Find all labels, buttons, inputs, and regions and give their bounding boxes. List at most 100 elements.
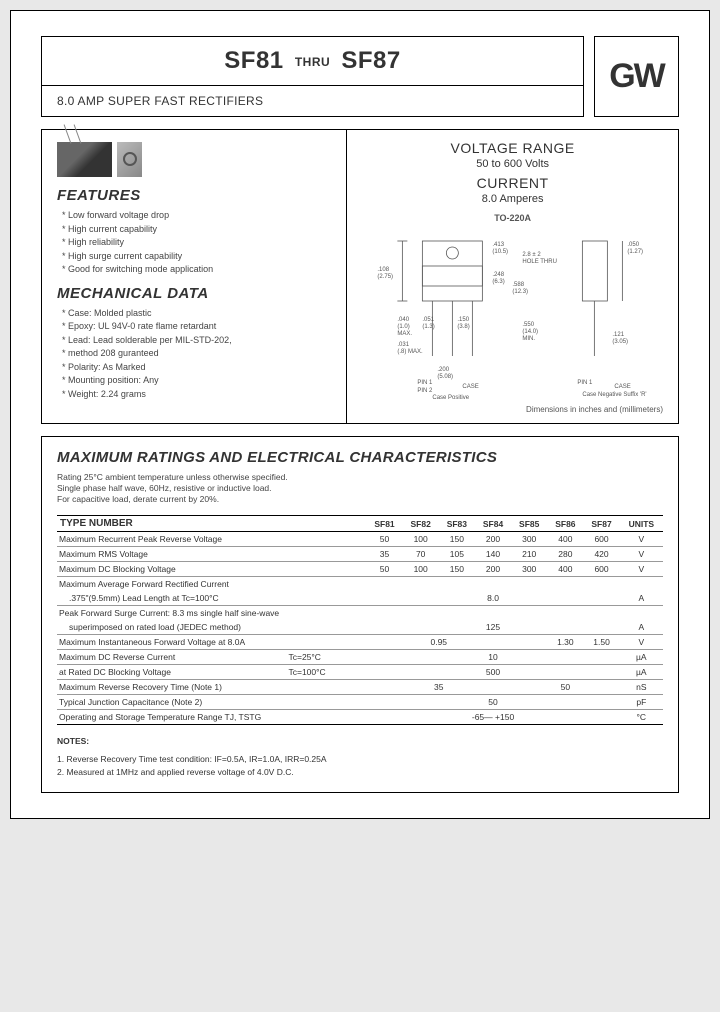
part-from: SF81 xyxy=(224,47,283,74)
component-image xyxy=(57,142,331,177)
col-header: UNITS xyxy=(620,516,663,532)
ratings-title: MAXIMUM RATINGS AND ELECTRICAL CHARACTER… xyxy=(57,449,663,466)
cell: 35 xyxy=(366,680,511,695)
col-header: SF81 xyxy=(366,516,402,532)
cell: 600 xyxy=(583,532,619,547)
cell: 400 xyxy=(547,562,583,577)
row-label: .375"(9.5mm) Lead Length at Tc=100°C xyxy=(57,591,366,606)
cell: 150 xyxy=(439,532,475,547)
svg-text:(.8) MAX.: (.8) MAX. xyxy=(398,349,424,355)
cell: V xyxy=(620,547,663,562)
svg-text:.550: .550 xyxy=(523,322,535,328)
svg-text:(3.8): (3.8) xyxy=(458,324,470,330)
table-row: Typical Junction Capacitance (Note 2) 50… xyxy=(57,695,663,710)
row-label: Maximum DC Blocking Voltage xyxy=(57,562,366,577)
svg-text:.413: .413 xyxy=(493,242,505,248)
notes-section: NOTES: 1. Reverse Recovery Time test con… xyxy=(57,735,663,780)
cell: V xyxy=(620,532,663,547)
cell: A xyxy=(620,591,663,606)
mechanical-item: Lead: Lead solderable per MIL-STD-202, xyxy=(62,334,331,348)
cell: 0.95 xyxy=(366,635,511,650)
svg-text:(1.27): (1.27) xyxy=(628,249,644,255)
svg-text:(1.0): (1.0) xyxy=(398,324,410,330)
svg-text:PIN 2: PIN 2 xyxy=(418,388,434,394)
table-row: Peak Forward Surge Current: 8.3 ms singl… xyxy=(57,606,663,621)
ratings-table: TYPE NUMBER SF81 SF82 SF83 SF84 SF85 SF8… xyxy=(57,515,663,725)
svg-text:(14.0): (14.0) xyxy=(523,329,539,335)
feature-item: Good for switching mode application xyxy=(62,263,331,277)
cell: 600 xyxy=(583,562,619,577)
title-box: SF81 THRU SF87 8.0 AMP SUPER FAST RECTIF… xyxy=(41,36,584,117)
col-header: SF85 xyxy=(511,516,547,532)
svg-text:PIN 1: PIN 1 xyxy=(578,380,594,386)
row-cond: Tc=25°C xyxy=(286,650,366,665)
feature-item: High current capability xyxy=(62,223,331,237)
cell: 50 xyxy=(511,680,620,695)
col-header: SF82 xyxy=(403,516,439,532)
col-header: SF83 xyxy=(439,516,475,532)
feature-item: High surge current capability xyxy=(62,250,331,264)
package-dimensions-note: Dimensions in inches and (millimeters) xyxy=(362,405,663,414)
cell: µA xyxy=(620,665,663,680)
row-label: Maximum Reverse Recovery Time (Note 1) xyxy=(57,680,366,695)
datasheet-page: SF81 THRU SF87 8.0 AMP SUPER FAST RECTIF… xyxy=(10,10,710,819)
note-item: 1. Reverse Recovery Time test condition:… xyxy=(57,753,663,767)
cell: 150 xyxy=(439,562,475,577)
svg-text:HOLE THRU: HOLE THRU xyxy=(523,259,558,265)
svg-text:.031: .031 xyxy=(398,342,410,348)
cell xyxy=(366,606,619,621)
cell xyxy=(366,577,619,592)
package-name: TO-220A xyxy=(362,213,663,223)
cell: 50 xyxy=(366,695,619,710)
svg-text:.051: .051 xyxy=(423,317,435,323)
cell xyxy=(511,635,547,650)
current-value: 8.0 Amperes xyxy=(362,193,663,205)
svg-text:Case Negative Suffix 'R': Case Negative Suffix 'R' xyxy=(583,392,647,398)
table-row: Maximum DC Blocking Voltage 501001502003… xyxy=(57,562,663,577)
svg-text:.150: .150 xyxy=(458,317,470,323)
svg-text:(5.08): (5.08) xyxy=(438,374,454,380)
mechanical-title: MECHANICAL DATA xyxy=(57,285,331,302)
mechanical-item: Mounting position: Any xyxy=(62,374,331,388)
cell: 100 xyxy=(403,532,439,547)
cell xyxy=(620,606,663,621)
cell: 35 xyxy=(366,547,402,562)
row-label: Maximum Average Forward Rectified Curren… xyxy=(57,577,366,592)
mechanical-item: method 208 guranteed xyxy=(62,347,331,361)
cell: 125 xyxy=(366,620,619,635)
cell: 280 xyxy=(547,547,583,562)
table-row: Maximum DC Reverse Current Tc=25°C 10µA xyxy=(57,650,663,665)
mechanical-item: Weight: 2.24 grams xyxy=(62,388,331,402)
cell: 200 xyxy=(475,532,511,547)
table-row: .375"(9.5mm) Lead Length at Tc=100°C 8.0… xyxy=(57,591,663,606)
table-row: Maximum Recurrent Peak Reverse Voltage 5… xyxy=(57,532,663,547)
svg-text:(10.5): (10.5) xyxy=(493,249,509,255)
info-right: VOLTAGE RANGE 50 to 600 Volts CURRENT 8.… xyxy=(347,130,678,423)
cell: 140 xyxy=(475,547,511,562)
table-row: Maximum RMS Voltage 3570105140210280420V xyxy=(57,547,663,562)
table-row: Maximum Instantaneous Forward Voltage at… xyxy=(57,635,663,650)
cell: 200 xyxy=(475,562,511,577)
svg-text:.248: .248 xyxy=(493,272,505,278)
row-label: Maximum Recurrent Peak Reverse Voltage xyxy=(57,532,366,547)
component-lead xyxy=(64,124,72,143)
svg-text:.040: .040 xyxy=(398,317,410,323)
row-label: at Rated DC Blocking Voltage xyxy=(57,665,286,680)
svg-text:MAX.: MAX. xyxy=(398,331,413,337)
cell: -65— +150 xyxy=(366,710,619,725)
row-label: Typical Junction Capacitance (Note 2) xyxy=(57,695,366,710)
logo-text: GW xyxy=(609,57,664,96)
cell: 300 xyxy=(511,532,547,547)
row-label: Maximum Instantaneous Forward Voltage at… xyxy=(57,635,366,650)
cell: 8.0 xyxy=(366,591,619,606)
col-header: SF84 xyxy=(475,516,511,532)
subtitle: 8.0 AMP SUPER FAST RECTIFIERS xyxy=(57,94,568,108)
cell: 50 xyxy=(366,562,402,577)
svg-text:(6.3): (6.3) xyxy=(493,279,505,285)
table-row: Operating and Storage Temperature Range … xyxy=(57,710,663,725)
row-label: Maximum RMS Voltage xyxy=(57,547,366,562)
svg-text:Case Positive: Case Positive xyxy=(433,395,470,401)
cell: V xyxy=(620,635,663,650)
svg-text:(1.3): (1.3) xyxy=(423,324,435,330)
part-to: SF87 xyxy=(341,47,400,74)
